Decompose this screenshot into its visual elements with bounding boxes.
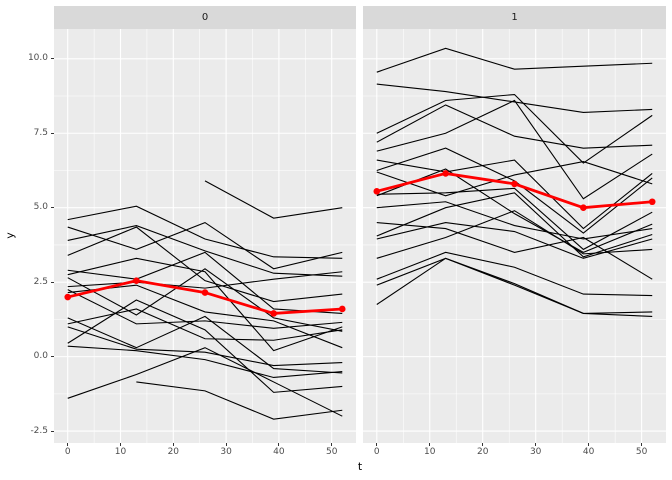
subject-line: [67, 289, 343, 329]
x-tick-label: 20: [476, 447, 489, 457]
mean-point: [201, 289, 209, 296]
y-tick-label: 2.5: [33, 276, 48, 287]
subject-line: [67, 299, 343, 393]
subject-line: [376, 187, 653, 251]
subject-line: [376, 147, 653, 234]
x-tick-mark: [172, 443, 174, 446]
facet-strip-1: 1: [363, 6, 666, 29]
subject-line: [376, 104, 653, 149]
x-tick-label: 40: [582, 447, 595, 457]
subject-line: [204, 180, 343, 219]
subject-line: [67, 257, 343, 352]
mean-line: [67, 279, 343, 315]
x-tick-mark: [67, 443, 69, 446]
subject-line: [376, 93, 653, 164]
subject-line: [376, 192, 653, 258]
subject-line: [376, 201, 653, 240]
facet-strip-label: 1: [511, 12, 518, 23]
mean-point: [580, 204, 587, 212]
subject-line: [136, 381, 343, 420]
subject-line: [376, 210, 653, 259]
spaghetti-lines-svg: [54, 29, 356, 443]
plot-panel-0: [54, 29, 356, 443]
x-tick-mark: [641, 443, 643, 446]
mean-point: [270, 310, 277, 317]
x-tick-label: 50: [635, 447, 648, 457]
subject-line: [376, 257, 653, 314]
x-tick-label: 10: [424, 447, 436, 457]
mean-point: [442, 170, 449, 177]
subject-line: [376, 99, 653, 200]
subject-line: [67, 221, 343, 270]
x-tick-label: 0: [64, 447, 71, 457]
subject-line: [67, 205, 343, 259]
y-tick-label: -2.5: [30, 425, 48, 436]
x-axis-title: t: [357, 460, 363, 473]
x-tick-label: 10: [114, 447, 127, 457]
subject-line: [67, 251, 343, 314]
mean-point: [511, 180, 518, 188]
y-axis-title: y: [3, 232, 17, 239]
subject-line: [376, 222, 653, 259]
subject-line: [376, 257, 653, 317]
y-tick-mark: [51, 58, 54, 60]
subject-line: [67, 347, 343, 417]
subject-line: [67, 226, 343, 303]
x-tick-mark: [278, 443, 280, 446]
x-tick-mark: [588, 443, 590, 446]
facet-strip-0: 0: [54, 6, 356, 29]
x-tick-label: 0: [373, 447, 380, 457]
y-tick-mark: [51, 207, 54, 209]
x-tick-mark: [535, 443, 537, 446]
y-tick-label: 10.0: [27, 53, 48, 64]
x-tick-mark: [482, 443, 484, 446]
subject-line: [67, 345, 343, 379]
subject-line: [376, 160, 653, 197]
mean-point: [338, 305, 346, 313]
x-tick-label: 50: [325, 447, 338, 457]
x-tick-mark: [225, 443, 227, 446]
mean-point: [648, 198, 656, 206]
mean-point: [64, 293, 72, 301]
subject-line: [67, 271, 343, 289]
subject-line: [67, 284, 343, 349]
y-tick-mark: [51, 430, 54, 432]
subject-line: [67, 326, 343, 367]
x-tick-mark: [376, 443, 378, 446]
x-tick-label: 30: [529, 447, 542, 457]
y-tick-mark: [51, 132, 54, 134]
x-tick-mark: [120, 443, 122, 446]
y-tick-mark: [51, 356, 54, 358]
plot-panel-1: [363, 29, 666, 443]
mean-point: [373, 188, 381, 195]
x-tick-label: 30: [220, 447, 232, 457]
subject-line: [376, 168, 653, 253]
subject-line: [376, 251, 653, 297]
subject-line: [376, 83, 653, 113]
subject-line: [67, 268, 343, 332]
y-tick-label: 0.0: [33, 351, 48, 362]
subject-line: [376, 159, 653, 230]
subject-line: [376, 47, 653, 73]
spaghetti-lines-svg: [363, 29, 666, 443]
y-tick-mark: [51, 281, 54, 283]
mean-point: [133, 277, 140, 284]
x-tick-mark: [429, 443, 431, 446]
subject-line: [67, 225, 343, 277]
facet-strip-label: 0: [201, 12, 209, 23]
x-tick-label: 20: [167, 447, 180, 457]
x-tick-label: 40: [273, 447, 285, 457]
subject-line: [376, 222, 653, 280]
y-tick-label: 7.5: [33, 127, 48, 138]
subject-line: [67, 315, 343, 374]
mean-line: [376, 172, 653, 210]
y-tick-label: 5.0: [33, 202, 48, 213]
x-tick-mark: [331, 443, 333, 446]
